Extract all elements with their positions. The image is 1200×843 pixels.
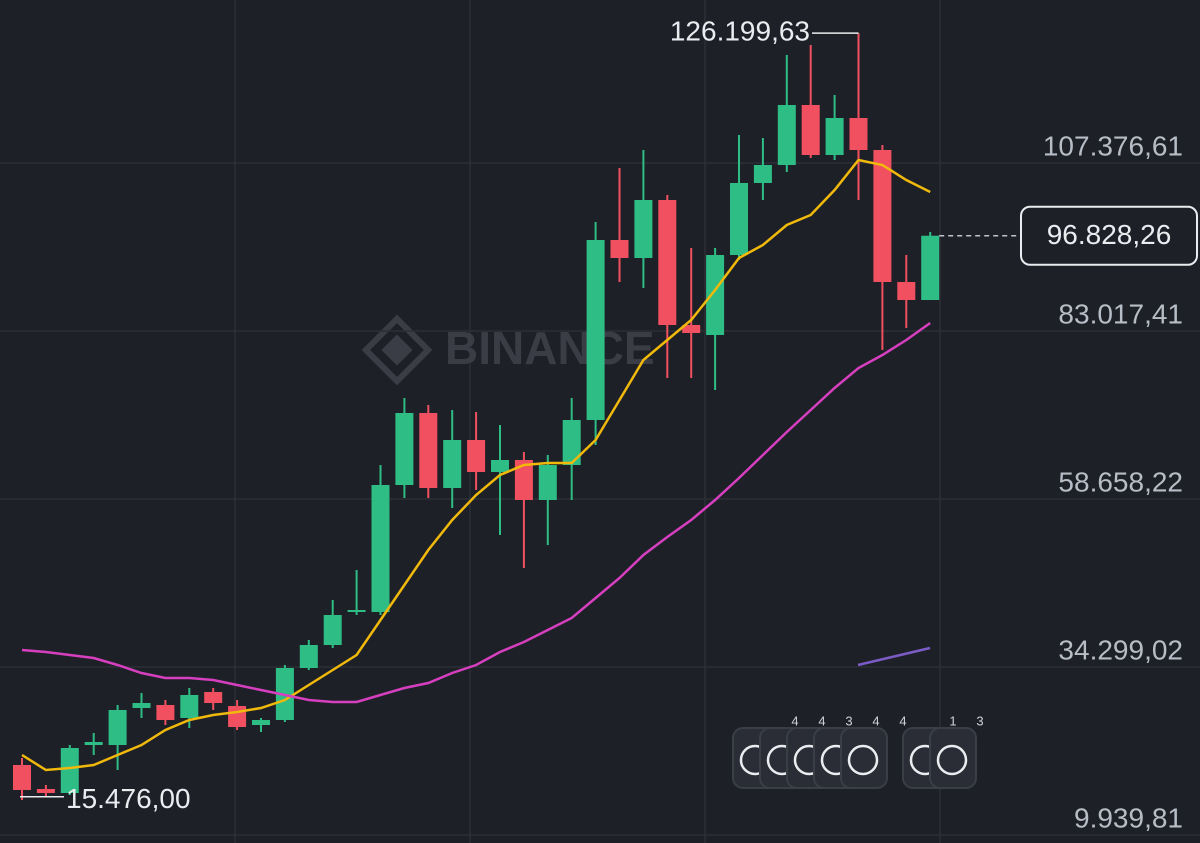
candle-body bbox=[60, 748, 79, 793]
candle-body bbox=[443, 440, 462, 488]
watermark-logo bbox=[361, 314, 433, 386]
candle-body bbox=[395, 413, 414, 485]
y-tick-label: 83.017,41 bbox=[1058, 298, 1183, 329]
icon-badge: 4 bbox=[818, 713, 825, 728]
candle-body bbox=[132, 703, 151, 708]
icon-badge: 3 bbox=[976, 713, 983, 728]
moving-average bbox=[21, 321, 931, 704]
candle-body bbox=[897, 282, 916, 300]
low-label: 15.476,00 bbox=[66, 783, 191, 814]
icon-badge: 4 bbox=[872, 713, 879, 728]
candle-body bbox=[634, 200, 653, 258]
y-tick-label: 58.658,22 bbox=[1058, 466, 1183, 497]
candle-body bbox=[467, 440, 486, 472]
candle-body bbox=[228, 706, 247, 727]
icon-tile bbox=[929, 727, 977, 789]
icon-globe bbox=[936, 744, 968, 776]
moving-average bbox=[21, 158, 931, 772]
icon-globe bbox=[847, 744, 879, 776]
candle-body bbox=[658, 200, 677, 325]
candle-body bbox=[753, 165, 772, 183]
candle-body bbox=[36, 789, 55, 793]
candle-body bbox=[180, 695, 199, 718]
candle-body bbox=[13, 765, 31, 790]
candle-body bbox=[299, 645, 318, 668]
candle-body bbox=[921, 235, 940, 300]
indicator-stub bbox=[857, 646, 931, 667]
candle-body bbox=[371, 485, 390, 612]
candle-body bbox=[108, 710, 127, 745]
y-tick-label: 34.299,02 bbox=[1058, 634, 1183, 665]
candle-body bbox=[849, 118, 868, 150]
last-price-label: 96.828,26 bbox=[1047, 219, 1172, 250]
candle-body bbox=[825, 118, 844, 155]
icon-tile bbox=[840, 727, 888, 789]
icon-badge: 4 bbox=[791, 713, 798, 728]
y-tick-label: 9.939,81 bbox=[1074, 802, 1183, 833]
candle-body bbox=[610, 240, 629, 258]
candle-body bbox=[156, 705, 175, 720]
candle-body bbox=[491, 460, 509, 472]
icon-badge: 4 bbox=[899, 713, 906, 728]
watermark-text: BINANCE bbox=[445, 322, 655, 374]
candle-body bbox=[252, 720, 270, 725]
candle-body bbox=[538, 465, 557, 500]
candle-body bbox=[323, 615, 342, 645]
high-label: 126.199,63 bbox=[670, 16, 810, 47]
candle-body bbox=[84, 742, 103, 745]
candle-body bbox=[562, 420, 581, 465]
indicator-icons: 4 4 3 4 4 1 3 bbox=[732, 713, 984, 789]
candle-body bbox=[730, 183, 748, 255]
time-grid bbox=[234, 0, 941, 843]
y-tick-label: 107.376,61 bbox=[1043, 130, 1183, 161]
candle-body bbox=[873, 150, 892, 282]
candle-body bbox=[514, 460, 533, 500]
candle-body bbox=[419, 413, 438, 488]
icon-badge: 3 bbox=[845, 713, 852, 728]
candle-body bbox=[347, 610, 366, 612]
candle-body bbox=[777, 105, 796, 165]
candle-body bbox=[682, 325, 701, 333]
icon-badge: 1 bbox=[949, 713, 956, 728]
last-price-box bbox=[1020, 205, 1198, 266]
watermark: BINANCE bbox=[361, 314, 655, 386]
candle-body bbox=[706, 255, 725, 335]
candle-body bbox=[801, 105, 820, 155]
candle-body bbox=[586, 240, 605, 420]
candle-body bbox=[204, 692, 223, 703]
